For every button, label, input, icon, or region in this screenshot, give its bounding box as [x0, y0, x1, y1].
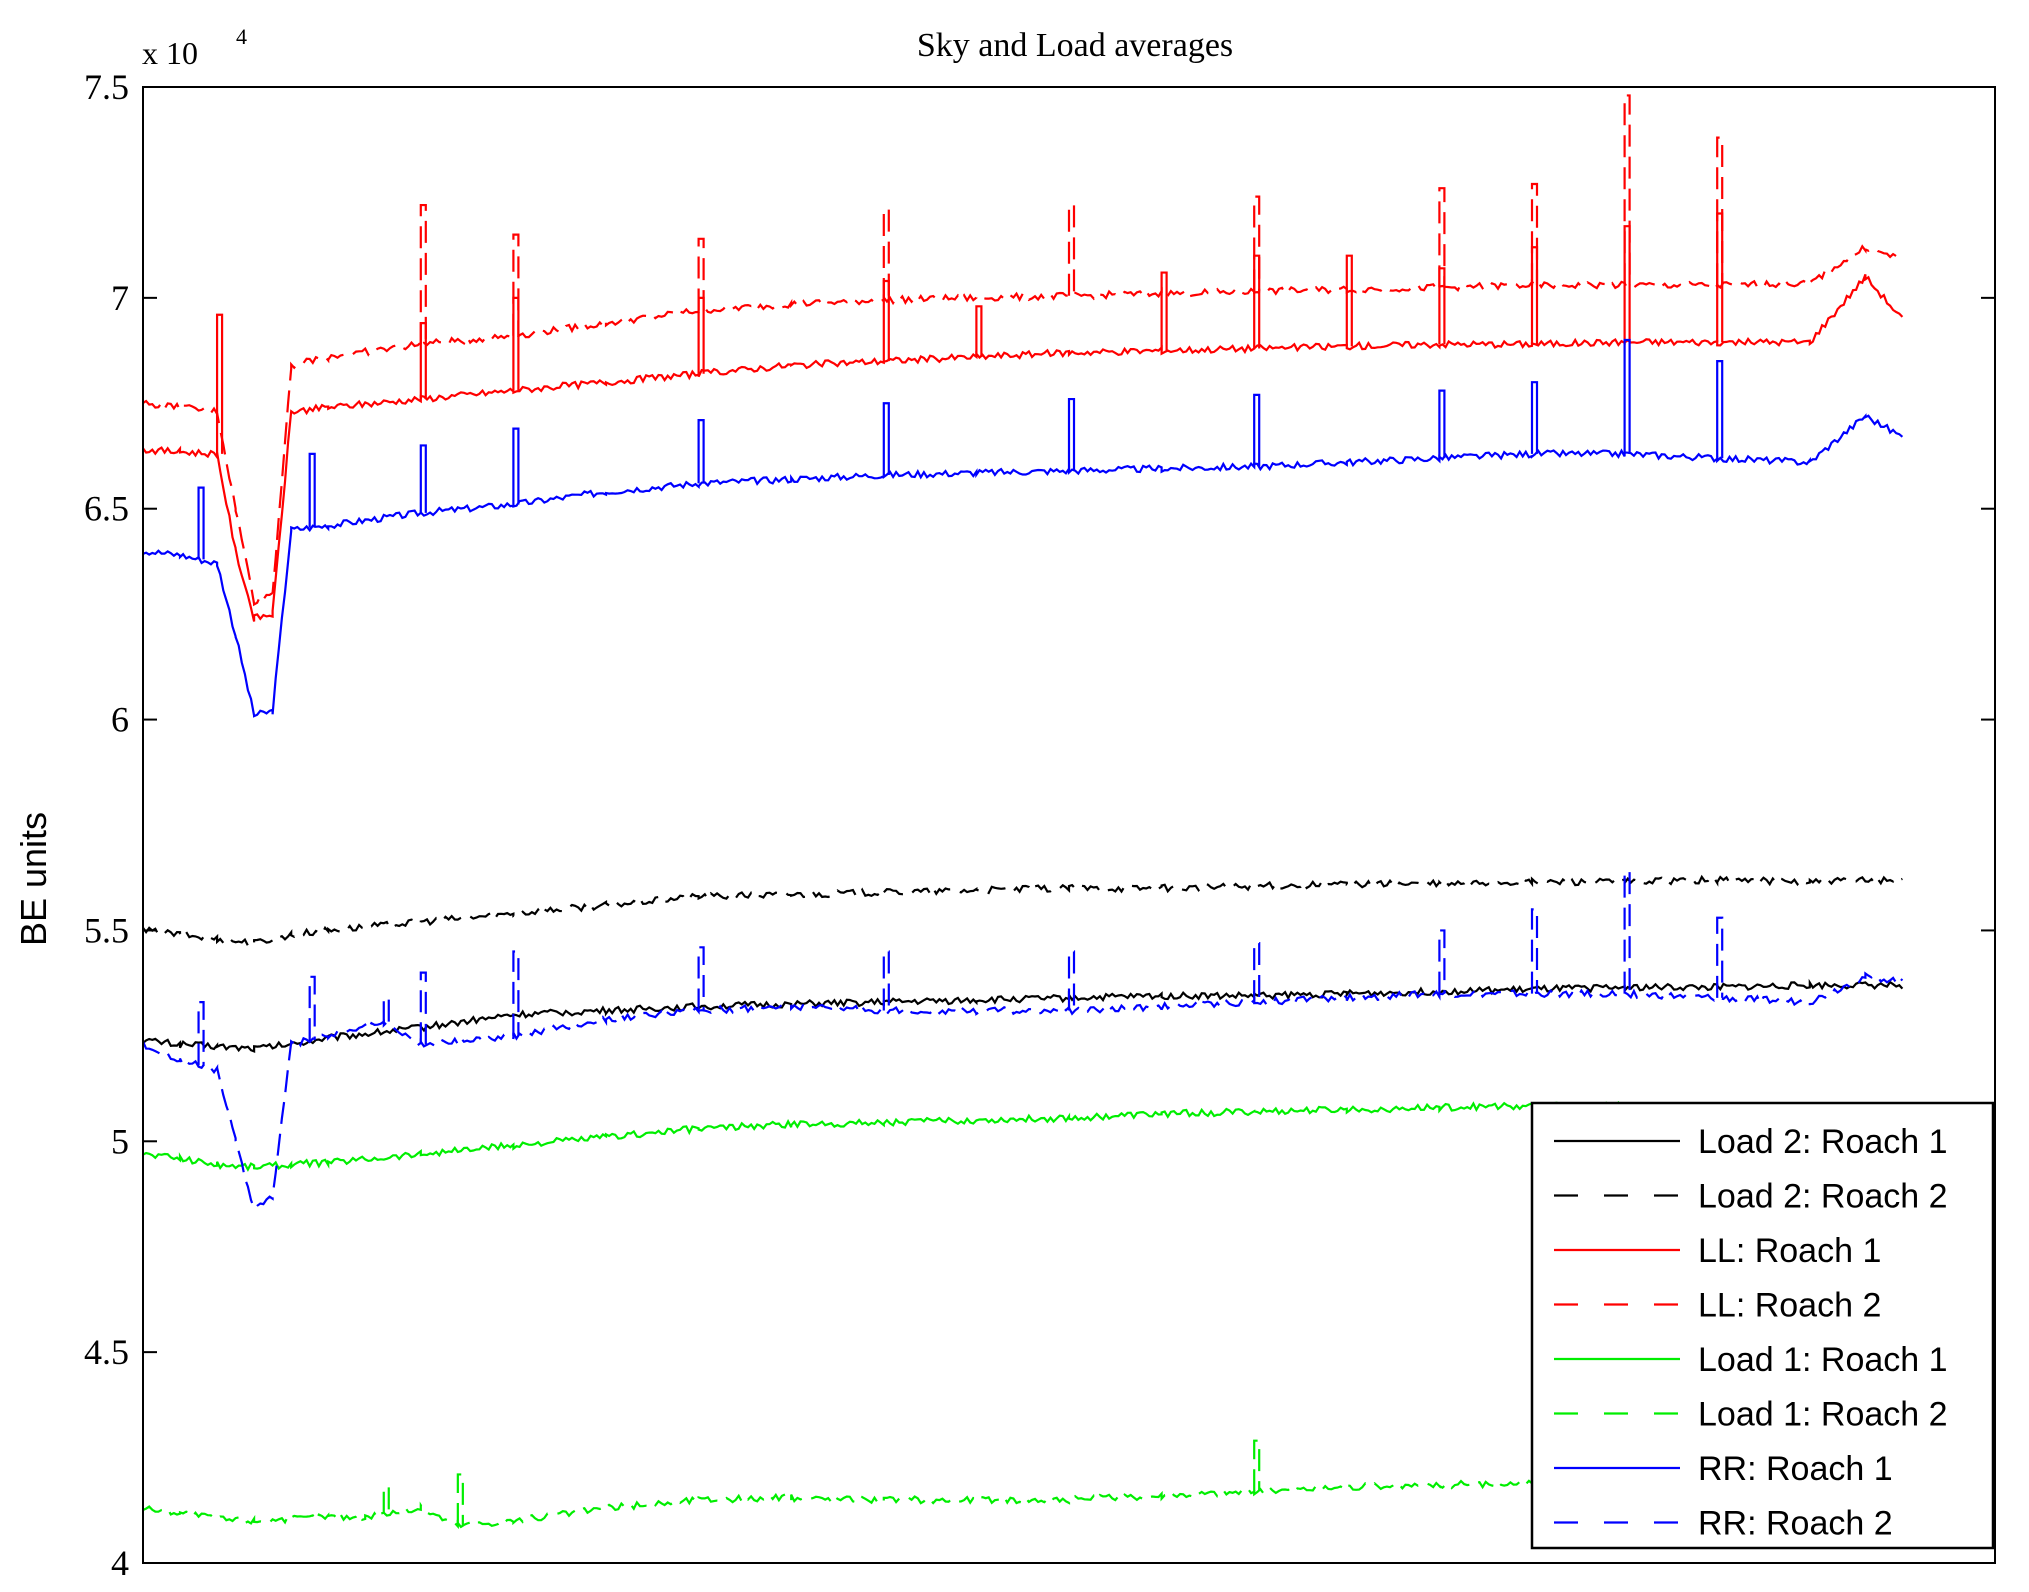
series-spike [1530, 908, 1539, 994]
series-spike [512, 950, 520, 1036]
series-spike [1716, 360, 1724, 459]
series-spike [1623, 94, 1631, 286]
series-spike [308, 452, 316, 528]
plot-series-group [141, 94, 1904, 1530]
series-spike [308, 975, 316, 1041]
y-tick-label: 7 [111, 278, 129, 318]
series-spike [512, 233, 520, 336]
y-tick-label: 4 [111, 1543, 129, 1583]
series-load-2-roach-1 [142, 978, 1904, 1054]
y-tick-label: 4.5 [84, 1332, 129, 1372]
series-spike [419, 322, 427, 400]
y-axis-label: BE units [13, 812, 54, 946]
series-spike [197, 1001, 205, 1066]
series-spike [1253, 1439, 1261, 1492]
series-spike [1345, 254, 1353, 347]
legend-entry: RR: Roach 2 [1698, 1505, 1893, 1543]
y-tick-label: 5 [111, 1121, 129, 1161]
legend-entry: Load 2: Roach 2 [1698, 1178, 1948, 1216]
series-load-2-roach-2 [142, 874, 1903, 948]
series-spike [419, 444, 427, 513]
series-rr-roach-2 [141, 870, 1904, 1212]
series-spike [419, 203, 427, 345]
y-tick-label: 7.5 [84, 67, 129, 107]
series-spike [1530, 182, 1539, 286]
y-tick-label: 6 [111, 700, 129, 740]
series-spike [1438, 389, 1446, 459]
series-spike [697, 419, 705, 484]
series-spike [215, 313, 224, 454]
series-spike [1530, 381, 1539, 454]
y-tick-label: 6.5 [84, 489, 129, 529]
series-spike [1438, 929, 1446, 994]
series-spike [697, 946, 705, 1011]
series-spike [1253, 254, 1261, 349]
series-line [142, 413, 1904, 718]
series-line [142, 978, 1904, 1054]
series-spike [419, 971, 427, 1045]
series-line [142, 1478, 1625, 1530]
series-spike [1160, 271, 1168, 351]
series-spike [1438, 267, 1446, 345]
series-spike [1716, 916, 1724, 998]
series-spike [1067, 203, 1076, 296]
legend-entry: Load 1: Roach 2 [1698, 1396, 1948, 1434]
series-spike [197, 486, 205, 560]
series-spike [382, 1485, 390, 1514]
series-spike [882, 208, 890, 300]
plot-area-frame [142, 86, 1996, 1564]
series-spike [1253, 195, 1261, 292]
legend-entry: LL: Roach 1 [1698, 1232, 1881, 1270]
series-spike [1623, 338, 1631, 454]
y-exponent-label: x 10 4 [142, 24, 247, 71]
series-spike [1438, 187, 1446, 288]
series-spike [1067, 397, 1076, 471]
series-line [142, 1100, 1626, 1172]
series-spike [975, 305, 983, 357]
legend: Load 2: Roach 1 Load 2: Roach 2 LL: Roach … [1530, 1101, 1995, 1550]
series-line [142, 874, 1903, 948]
legend-entry: RR: Roach 1 [1698, 1450, 1893, 1488]
series-ll-roach-2 [142, 94, 1903, 607]
series-spike [512, 427, 520, 505]
legend-entry: Load 2: Roach 1 [1698, 1123, 1948, 1161]
series-spike [512, 296, 520, 391]
series-line [142, 244, 1903, 607]
series-spike [697, 237, 705, 311]
series-spike [1253, 393, 1261, 467]
series-load-1-roach-2 [142, 1439, 1625, 1530]
chart-title: Sky and Load averages [917, 27, 1233, 64]
legend-box [1530, 1101, 1995, 1550]
series-spike [456, 1473, 464, 1526]
series-spike [1530, 246, 1539, 345]
series-spike [882, 402, 890, 475]
y-axis-ticks: 4 4.5 5 5.5 6 6.5 7 7.5 [84, 67, 1995, 1583]
series-spike [382, 996, 390, 1024]
legend-entry: Load 1: Roach 1 [1698, 1341, 1948, 1379]
series-load-1-roach-1 [142, 1100, 1626, 1172]
y-exponent-power: 4 [236, 24, 247, 49]
series-spike [882, 279, 890, 362]
y-tick-label: 5.5 [84, 910, 129, 950]
series-rr-roach-1 [142, 338, 1904, 718]
y-exponent-base: x 10 [142, 35, 198, 71]
legend-entry: LL: Roach 2 [1698, 1287, 1881, 1325]
series-spike [1716, 136, 1724, 286]
series-spike [697, 296, 705, 374]
